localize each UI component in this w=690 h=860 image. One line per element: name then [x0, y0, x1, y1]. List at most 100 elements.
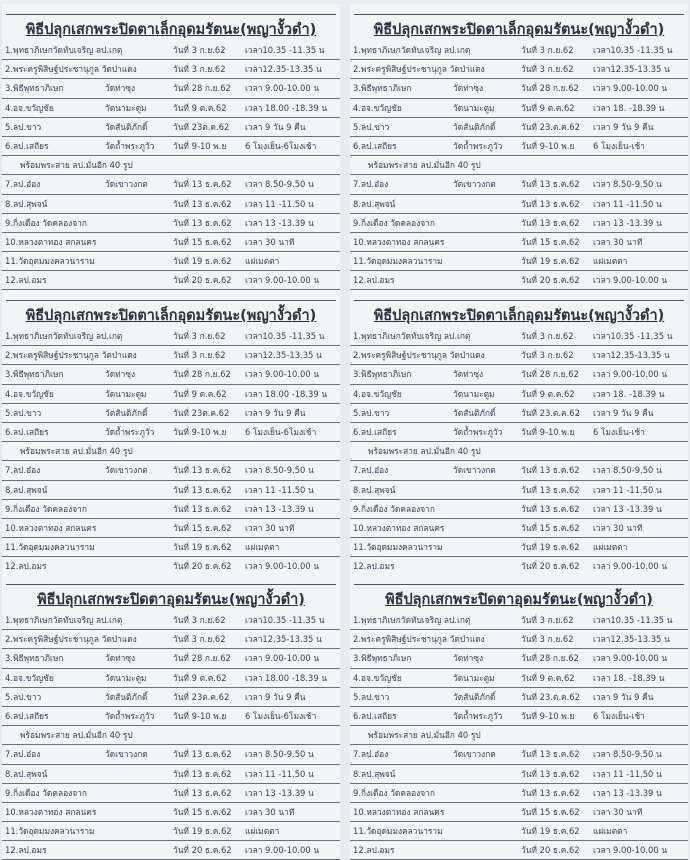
panel-title: พิธีปลุกเสกพระปิดตาเล็กอุดมรัตนะ(พญางั้ว…	[25, 308, 317, 324]
divider	[6, 14, 336, 15]
schedule-date: วันที่ 3 ก.ย.62	[521, 350, 574, 361]
schedule-time: 6 โมงเย็น-6โมงเช้า	[245, 426, 317, 437]
schedule-date: วันที่ 23ต.ค.62	[173, 691, 230, 702]
schedule-time: เวลา10.35 -11.35 น	[245, 331, 325, 341]
schedule-place: วัดสันติภักดิ์	[453, 407, 496, 418]
schedule-date: วันที่ 9 ต.ค.62	[173, 102, 227, 113]
schedule-row: 10.หลวงตาทอง สกลนคร วันที่ 15 ธ.ค.62 เวลา …	[2, 233, 340, 253]
schedule-place: วัดเขาวงกต	[453, 749, 496, 760]
schedule-row: 1.พุทธาภิเษกวัดทับเจริญ ลป.เกตุ วันที่ 3 …	[350, 611, 688, 631]
schedule-name: 4.อจ.ขวัญชัย	[353, 102, 402, 113]
schedule-row: 7.ลป.อ๋อง วัดเขาวงกต วันที่ 13 ธ.ค.62 เวลา …	[350, 175, 688, 195]
schedule-date: วันที่ 9-10 พ.ย	[173, 140, 227, 151]
schedule-time: เวลา 30 นาที	[245, 806, 295, 817]
schedule-panel: พิธีปลุกเสกพระปิดตาเล็กอุดมรัตนะ(พญางั้ว…	[350, 4, 688, 291]
schedule-row: 12.ลป.อมร วันที่ 20 ธ.ค.62 เวลา 9.00-10.00…	[2, 271, 340, 291]
schedule-date: วันที่ 20 ธ.ค.62	[521, 561, 580, 572]
schedule-row: 11.วัดอุดมมงคลวนาราม วันที่ 19 ธ.ค.62 แผ่เ…	[350, 252, 688, 272]
schedule-name: 3.พิธีพุทธาภิเษก	[353, 653, 412, 664]
schedule-date: วันที่ 19 ธ.ค.62	[173, 826, 232, 837]
schedule-panel: พิธีปลุกเสกพระปิดตาอุดมรัตนะ(พญางั้วดำ) 1…	[350, 574, 688, 860]
schedule-row: 11.วัดอุดมมงคลวนาราม วันที่ 19 ธ.ค.62 แผ่เ…	[2, 822, 340, 842]
schedule-date: วันที่ 23ต.ค.62	[173, 121, 230, 132]
schedule-place: วัดท่าซุง	[453, 369, 484, 380]
schedule-place: วัดท่าซุง	[105, 653, 136, 664]
schedule-name: 7.ลป.อ๋อง	[353, 465, 389, 476]
schedule-date: วันที่ 9 ต.ค.62	[173, 672, 227, 683]
schedule-name: 4.อจ.ขวัญชัย	[5, 388, 54, 399]
schedule-row: 6.ลป.เสถียร วัดถ้ำพระภูวัว วันที่ 9-10 พ.ย…	[2, 423, 340, 443]
schedule-date: วันที่ 13 ธ.ค.62	[521, 787, 580, 798]
schedule-time: เวลา 18. -18.39 น	[593, 388, 665, 399]
schedule-time: เวลา 8.50-9.50 น	[245, 749, 314, 760]
schedule-name: 4.อจ.ขวัญชัย	[5, 672, 54, 683]
schedule-time: เวลา 30 นาที	[245, 522, 295, 533]
schedule-row: 1.พุทธาภิเษกวัดทับเจริญ ลป.เกตุ วันที่ 3 …	[2, 611, 340, 631]
schedule-row: 3.พิธีพุทธาภิเษก วัดท่าซุง วันที่ 28 ก.ย.6…	[350, 649, 688, 669]
schedule-place: วัดถ้ำพระภูวัว	[105, 710, 155, 721]
schedule-row: 7.ลป.อ๋อง วัดเขาวงกต วันที่ 13 ธ.ค.62 เวลา …	[350, 461, 688, 481]
schedule-date: วันที่ 20 ธ.ค.62	[521, 845, 580, 856]
schedule-date: วันที่ 15 ธ.ค.62	[521, 806, 580, 817]
schedule-time: เวลา12.35-13.35 น	[245, 634, 322, 645]
schedule-row: 3.พิธีพุทธาภิเษก วัดท่าซุง วันที่ 28 ก.ย.6…	[2, 79, 340, 99]
schedule-time: 6 โมงเย็น-เช้า	[593, 426, 645, 437]
schedule-time: เวลา 9.00-10.00 น	[593, 369, 668, 380]
schedule-row: 3.พิธีพุทธาภิเษก วัดท่าซุง วันที่ 28 ก.ย.6…	[2, 365, 340, 385]
schedule-row: 9.กิ่งเดือง วัดคลองจาก วันที่ 13 ธ.ค.62 เว…	[2, 214, 340, 233]
schedule-place: วัดสันติภักดิ์	[105, 121, 148, 132]
schedule-date: วันที่ 15 ธ.ค.62	[173, 806, 232, 817]
schedule-name: 2.พระครูพิสิษฐ์ประชานุกูล วัดป่าแดง	[353, 64, 485, 75]
schedule-date: วันที่ 13 ธ.ค.62	[173, 749, 232, 760]
schedule-place: วัดเขาวงกต	[105, 465, 148, 476]
schedule-time: เวลา 30 นาที	[593, 522, 643, 533]
schedule-note: พร้อมพระสาย ลป.มั่นอีก 40 รูป	[350, 726, 688, 746]
schedule-time: เวลา10.35 -11.35 น	[245, 45, 325, 55]
schedule-name: 3.พิธีพุทธาภิเษก	[5, 653, 64, 664]
schedule-time: เวลา 11 -11.50 น	[593, 198, 662, 209]
schedule-date: วันที่ 15 ธ.ค.62	[173, 236, 232, 247]
schedule-date: วันที่ 13 ธ.ค.62	[521, 484, 580, 495]
schedule-row: 11.วัดอุดมมงคลวนาราม วันที่ 19 ธ.ค.62 แผ่เ…	[2, 538, 340, 558]
schedule-name: 8.ลป.สุพจน์	[5, 484, 48, 495]
schedule-date: วันที่ 19 ธ.ค.62	[173, 256, 232, 267]
schedule-name: 1.พุทธาภิเษกวัดทับเจริญ ลป.เกตุ	[353, 45, 471, 55]
schedule-row: 8.ลป.สุพจน์ วันที่ 13 ธ.ค.62 เวลา 11 -11.5…	[2, 765, 340, 784]
schedule-name: 6.ลป.เสถียร	[5, 426, 49, 437]
schedule-row: 11.วัดอุดมมงคลวนาราม วันที่ 19 ธ.ค.62 แผ่เ…	[350, 538, 688, 558]
schedule-name: 9.กิ่งเดือง วัดคลองจาก	[353, 217, 435, 228]
schedule-name: 5.ลป.ขาว	[5, 121, 42, 132]
schedule-date: วันที่ 9 ต.ค.62	[521, 672, 575, 683]
schedule-place: วัดถ้ำพระภูวัว	[105, 140, 155, 151]
schedule-name: 4.อจ.ขวัญชัย	[353, 388, 402, 399]
schedule-date: วันที่ 13 ธ.ค.62	[521, 179, 580, 190]
schedule-row: 3.พิธีพุทธาภิเษก วัดท่าซุง วันที่ 28 ก.ย.6…	[350, 79, 688, 99]
schedule-time: เวลา 13 -13.39 น	[593, 217, 662, 228]
schedule-date: วันที่ 3 ก.ย.62	[521, 634, 574, 645]
schedule-row: 8.ลป.สุพจน์ วันที่ 13 ธ.ค.62 เวลา 11 -11.5…	[350, 195, 688, 214]
schedule-date: วันที่ 23.ต.ค.62	[521, 407, 580, 418]
schedule-row: 3.พิธีพุทธาภิเษก วัดท่าซุง วันที่ 28 ก.ย.6…	[2, 649, 340, 669]
schedule-name: 12.ลป.อมร	[5, 845, 47, 856]
schedule-row: 2.พระครูพิสิษฐ์ประชานุกูล วัดป่าแดง วันที…	[2, 60, 340, 80]
schedule-row: 9.กิ่งเดือง วัดคลองจาก วันที่ 13 ธ.ค.62 เว…	[350, 214, 688, 233]
schedule-time: เวลา 9 วัน 9 คืน	[245, 407, 306, 418]
schedule-row: 8.ลป.สุพจน์ วันที่ 13 ธ.ค.62 เวลา 11 -11.5…	[2, 481, 340, 500]
schedule-time: 6 โมงเย็น-6โมงเช้า	[245, 710, 317, 721]
schedule-time: 6 โมงเย็น-เช้า	[593, 710, 645, 721]
schedule-name: 11.วัดอุดมมงคลวนาราม	[353, 256, 443, 267]
schedule-time: 6 โมงเย็น-6โมงเช้า	[245, 140, 317, 151]
schedule-place: วัดท่าซุง	[105, 369, 136, 380]
schedule-time: เวลา 11 -11.50 น	[593, 484, 662, 495]
schedule-place: วัดถ้ำพระภูวัว	[453, 710, 503, 721]
schedule-name: 5.ลป.ขาว	[353, 691, 390, 702]
schedule-row: 4.อจ.ขวัญชัย วัดนามะตูม วันที่ 9 ต.ค.62 เวล…	[350, 385, 688, 404]
schedule-date: วันที่ 13 ธ.ค.62	[173, 179, 232, 190]
schedule-name: 3.พิธีพุทธาภิเษก	[353, 83, 412, 94]
schedule-name: 10.หลวงตาทอง สกลนคร	[5, 806, 97, 817]
schedule-note: พร้อมพระสาย ลป.มั่นอีก 40 รูป	[2, 726, 340, 746]
schedule-row: 11.วัดอุดมมงคลวนาราม วันที่ 19 ธ.ค.62 แผ่เ…	[350, 822, 688, 842]
schedule-time: เวลา10.35 -11.35 น	[593, 331, 673, 341]
schedule-date: วันที่ 13 ธ.ค.62	[521, 465, 580, 476]
schedule-time: เวลา 13 -13.39 น	[245, 503, 314, 514]
